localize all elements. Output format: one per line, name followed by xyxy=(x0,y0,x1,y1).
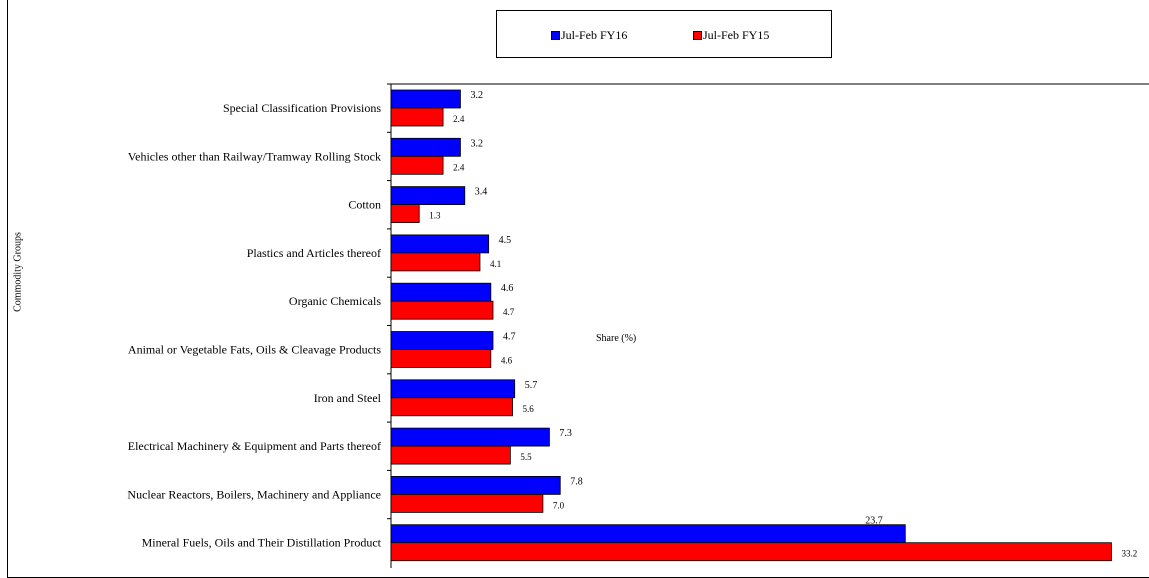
bar-fy16 xyxy=(390,427,550,447)
bar-fy15 xyxy=(390,204,420,224)
bar-fy16 xyxy=(390,234,490,254)
bar-fy16 xyxy=(390,475,561,495)
category-label: Cotton xyxy=(348,198,381,212)
bar-fy16 xyxy=(390,137,461,157)
data-label-fy15: 5.6 xyxy=(523,404,535,414)
data-label-fy16: 4.6 xyxy=(501,283,514,294)
data-label-fy15: 5.5 xyxy=(520,452,532,462)
legend-item-fy15: Jul-Feb FY15 xyxy=(693,28,769,43)
category-label: Nuclear Reactors, Boilers, Machinery and… xyxy=(127,487,381,501)
bar-fy15 xyxy=(390,445,511,465)
legend-item-fy16: Jul-Feb FY16 xyxy=(551,28,627,43)
data-label-fy16: 3.2 xyxy=(470,138,483,149)
data-label-fy15: 2.4 xyxy=(453,162,465,172)
bar-fy15 xyxy=(390,252,481,272)
x-axis-title: Share (%) xyxy=(596,333,637,344)
category-label: Organic Chemicals xyxy=(289,294,381,308)
data-label-fy16: 7.3 xyxy=(559,428,572,439)
bar-fy15 xyxy=(390,542,1112,562)
bar-fy16 xyxy=(390,331,494,350)
legend-swatch-fy16 xyxy=(551,31,560,40)
category-label: Animal or Vegetable Fats, Oils & Cleavag… xyxy=(128,343,381,357)
category-label: Plastics and Articles thereof xyxy=(247,246,381,260)
bar-fy15 xyxy=(390,155,444,175)
data-label-fy15: 33.2 xyxy=(1121,549,1137,559)
data-label-fy16: 5.7 xyxy=(525,380,538,391)
category-label: Electrical Machinery & Equipment and Par… xyxy=(128,439,381,453)
data-label-fy16: 4.7 xyxy=(503,332,516,343)
data-label-fy16: 3.4 xyxy=(475,187,488,198)
legend-label-fy15: Jul-Feb FY15 xyxy=(703,28,770,42)
data-label-fy16: 23.7 xyxy=(865,516,883,527)
category-label: Iron and Steel xyxy=(314,391,382,405)
category-label: Mineral Fuels, Oils and Their Distillati… xyxy=(142,536,382,550)
data-label-fy16: 4.5 xyxy=(499,235,512,246)
bar-fy16 xyxy=(390,89,461,109)
category-label: Vehicles other than Railway/Tramway Roll… xyxy=(128,149,381,163)
data-label-fy16: 7.8 xyxy=(570,476,583,487)
data-label-fy15: 4.1 xyxy=(490,259,501,269)
data-label-fy15: 4.7 xyxy=(503,307,515,317)
bar-fy15 xyxy=(390,349,492,368)
data-label-fy15: 1.3 xyxy=(429,211,441,221)
bar-fy16 xyxy=(390,282,492,302)
bar-fy16 xyxy=(390,186,466,206)
bar-fy16 xyxy=(390,379,516,399)
data-label-fy15: 4.6 xyxy=(501,356,513,366)
bar-fy15 xyxy=(390,493,544,513)
legend-label-fy16: Jul-Feb FY16 xyxy=(561,28,628,42)
data-label-fy16: 3.2 xyxy=(470,90,483,101)
category-label: Special Classification Provisions xyxy=(223,101,381,115)
legend-swatch-fy15 xyxy=(693,31,702,40)
bar-fy16 xyxy=(390,524,906,544)
bar-fy15 xyxy=(390,300,494,320)
data-label-fy15: 7.0 xyxy=(553,500,565,510)
bar-fy15 xyxy=(390,107,444,127)
data-label-fy15: 2.4 xyxy=(453,114,465,124)
legend: Jul-Feb FY16 Jul-Feb FY15 xyxy=(496,10,832,58)
bar-fy15 xyxy=(390,397,513,417)
